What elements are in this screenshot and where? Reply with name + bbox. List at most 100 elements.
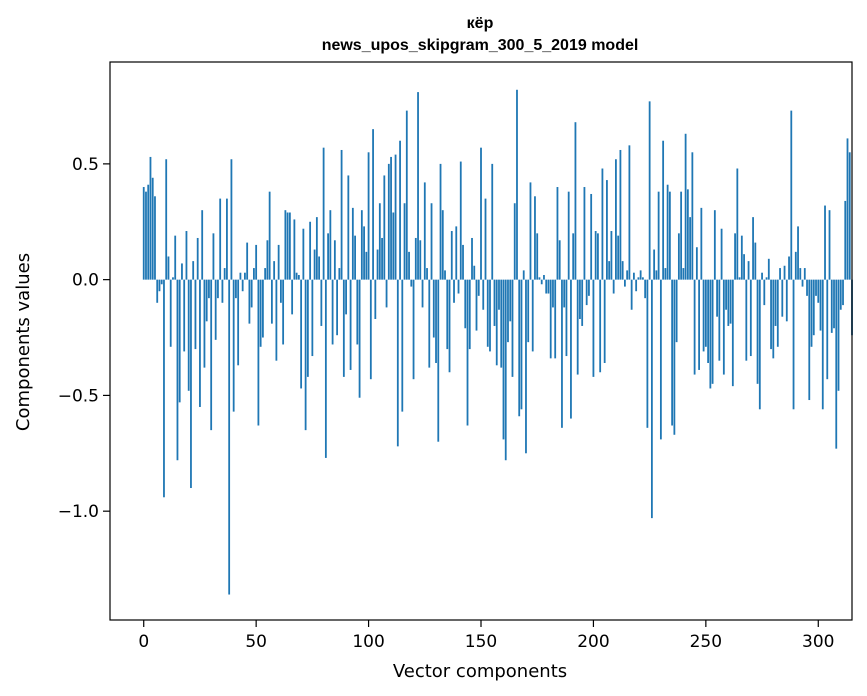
bar: [731, 279, 734, 387]
bar: [561, 279, 563, 428]
bar: [527, 279, 530, 343]
bar: [792, 279, 795, 410]
bar: [201, 210, 204, 280]
bar: [630, 279, 633, 310]
bar: [156, 279, 159, 303]
bar: [165, 159, 168, 280]
bar: [401, 279, 404, 412]
bar: [839, 279, 842, 310]
bar: [525, 279, 527, 454]
bar: [453, 279, 455, 303]
bar: [223, 268, 226, 280]
bar: [219, 198, 222, 280]
bar: [275, 279, 278, 361]
chart-title: кёр: [467, 15, 494, 32]
bar: [815, 279, 817, 296]
bar: [673, 279, 676, 435]
bar: [693, 279, 696, 375]
bar: [203, 279, 206, 368]
bar: [662, 140, 665, 280]
bar: [172, 277, 174, 280]
bar: [381, 237, 383, 280]
bar: [439, 163, 442, 280]
bar: [716, 279, 718, 317]
bar: [824, 205, 826, 280]
bar: [513, 203, 516, 280]
bar: [734, 233, 736, 280]
bar: [704, 279, 707, 347]
bar: [288, 212, 291, 280]
bar: [489, 279, 491, 352]
bar: [338, 268, 341, 280]
bar: [318, 256, 321, 280]
bar: [576, 279, 579, 375]
bar: [151, 177, 154, 280]
bar: [498, 279, 500, 310]
bar: [754, 242, 757, 280]
bar: [367, 152, 370, 280]
bar: [844, 200, 847, 280]
x-tick-label: 200: [577, 632, 609, 652]
bar: [230, 159, 233, 280]
bar: [446, 279, 449, 350]
bar: [621, 261, 624, 280]
bar: [727, 279, 730, 326]
bar: [464, 279, 467, 329]
bar: [848, 152, 851, 280]
bar: [610, 231, 613, 280]
bar: [475, 279, 478, 331]
bar: [313, 249, 316, 280]
bar: [210, 279, 213, 431]
bar: [187, 279, 190, 391]
bar: [808, 279, 811, 401]
bar-series: [142, 89, 853, 595]
bar: [736, 168, 739, 280]
bar: [797, 226, 799, 280]
bar: [567, 191, 570, 280]
bar: [311, 279, 314, 357]
bar: [383, 175, 386, 280]
bar: [540, 279, 543, 285]
bar: [228, 279, 231, 595]
bar: [648, 101, 651, 280]
bar: [779, 268, 781, 280]
bar: [435, 279, 437, 363]
bar: [257, 279, 260, 426]
bar: [358, 279, 361, 398]
bar: [554, 279, 557, 359]
bar: [761, 272, 763, 280]
bar: [536, 233, 539, 280]
bar: [776, 279, 779, 347]
bar: [534, 196, 536, 280]
bar: [774, 279, 777, 326]
bar: [711, 279, 714, 384]
bar: [745, 279, 748, 361]
bar: [199, 279, 201, 407]
bar: [833, 279, 835, 329]
bar: [722, 279, 725, 375]
bar: [749, 279, 752, 357]
bar: [493, 279, 496, 326]
bar: [466, 279, 469, 426]
bar: [565, 279, 568, 357]
bar: [302, 228, 305, 280]
bar: [783, 265, 786, 280]
bar: [390, 156, 392, 280]
bar: [428, 279, 431, 368]
bar: [747, 261, 750, 280]
bar: [558, 240, 561, 280]
bar: [430, 203, 433, 280]
bar: [176, 279, 179, 461]
bar: [837, 279, 840, 391]
bar: [154, 196, 156, 280]
bar: [484, 198, 487, 280]
bar: [626, 270, 629, 280]
bar: [250, 279, 253, 308]
bar: [237, 279, 240, 366]
bar: [473, 265, 476, 280]
bar: [441, 210, 444, 280]
bar: [385, 279, 388, 308]
bar: [641, 277, 644, 280]
bar: [246, 242, 249, 280]
bar: [603, 279, 606, 363]
